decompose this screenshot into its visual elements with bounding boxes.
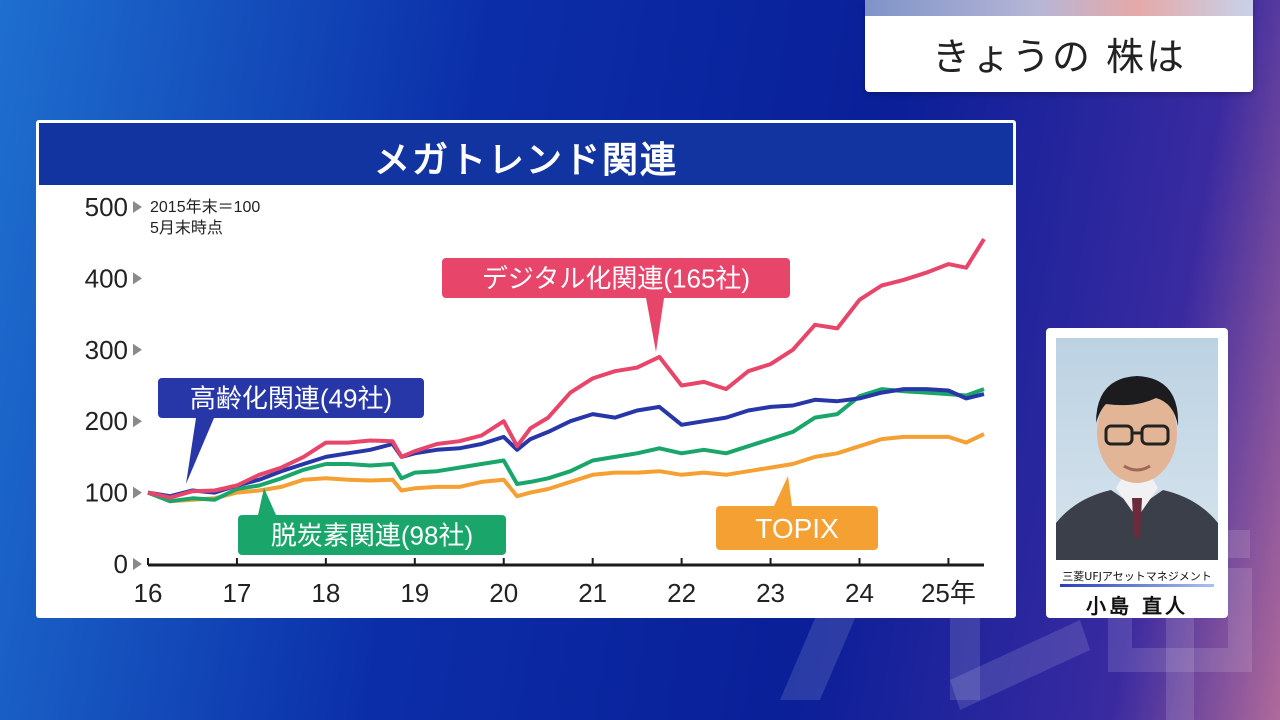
x-tick-label: 23 xyxy=(756,578,785,608)
series-label: デジタル化関連(165社) xyxy=(482,263,750,293)
line-chart: 0 100 200 300 400 500 2015年末＝100 5月末時点 16 17 18 19 2… xyxy=(85,192,986,608)
callout-box xyxy=(716,506,878,550)
y-tick-arrow xyxy=(133,486,142,499)
y-tick-label: 100 xyxy=(85,478,128,508)
x-tick-label: 19 xyxy=(400,578,429,608)
x-tick-label: 25年 xyxy=(921,578,976,608)
x-tick-label: 24 xyxy=(845,578,874,608)
x-tick-label: 18 xyxy=(311,578,340,608)
series-line xyxy=(147,387,985,504)
series-label: 高齢化関連(49社) xyxy=(190,383,392,413)
series-label: 脱炭素関連(98社) xyxy=(271,520,473,550)
y-tick-label: 300 xyxy=(85,335,128,365)
y-tick-arrow xyxy=(133,343,142,356)
chart-header: メガトレンド関連 xyxy=(39,123,1013,185)
callout-pointer xyxy=(258,488,276,515)
y-tick-label: 500 xyxy=(85,192,128,222)
y-tick-arrow xyxy=(133,201,142,213)
series-line xyxy=(147,238,986,500)
company-underline xyxy=(1060,584,1214,587)
callout-box xyxy=(238,515,506,555)
x-tick-label: 17 xyxy=(222,578,251,608)
callout-pointer xyxy=(646,298,664,352)
x-tick-label: 22 xyxy=(667,578,696,608)
analyst-photo xyxy=(1056,338,1218,560)
portrait-icon xyxy=(1056,376,1218,560)
series-line xyxy=(147,432,985,504)
chart-note: 2015年末＝100 xyxy=(150,198,260,216)
analyst-card: 三菱UFJアセットマネジメント 小島 直人 xyxy=(1046,328,1228,618)
callout-box xyxy=(442,258,790,298)
chart-title: メガトレンド関連 xyxy=(373,140,678,181)
series-line xyxy=(147,387,985,499)
topic-stripe xyxy=(865,0,1253,16)
topic-box: きょうの 株は xyxy=(865,0,1253,92)
chart-note: 5月末時点 xyxy=(150,219,223,237)
callout-pointer xyxy=(774,476,792,506)
y-tick-arrow xyxy=(133,558,142,570)
analyst-company: 三菱UFJアセットマネジメント xyxy=(1062,570,1212,583)
chart-panel: メガトレンド関連 0 100 200 300 400 500 2015年末＝100 5月末時点… xyxy=(36,120,1016,618)
y-tick-label: 200 xyxy=(85,406,128,436)
callout-pointer xyxy=(186,418,214,484)
y-tick-arrow xyxy=(133,415,142,428)
analyst-name: 小島 直人 xyxy=(1086,594,1188,618)
x-tick-label: 20 xyxy=(489,578,518,608)
series-label: TOPIX xyxy=(755,513,839,544)
topic-label: きょうの 株は xyxy=(931,35,1187,79)
y-tick-arrow xyxy=(133,272,142,285)
x-tick-label: 21 xyxy=(578,578,607,608)
x-tick-label: 16 xyxy=(134,578,163,608)
y-tick-label: 0 xyxy=(114,549,128,579)
callout-box xyxy=(158,378,424,418)
y-tick-label: 400 xyxy=(85,263,128,293)
